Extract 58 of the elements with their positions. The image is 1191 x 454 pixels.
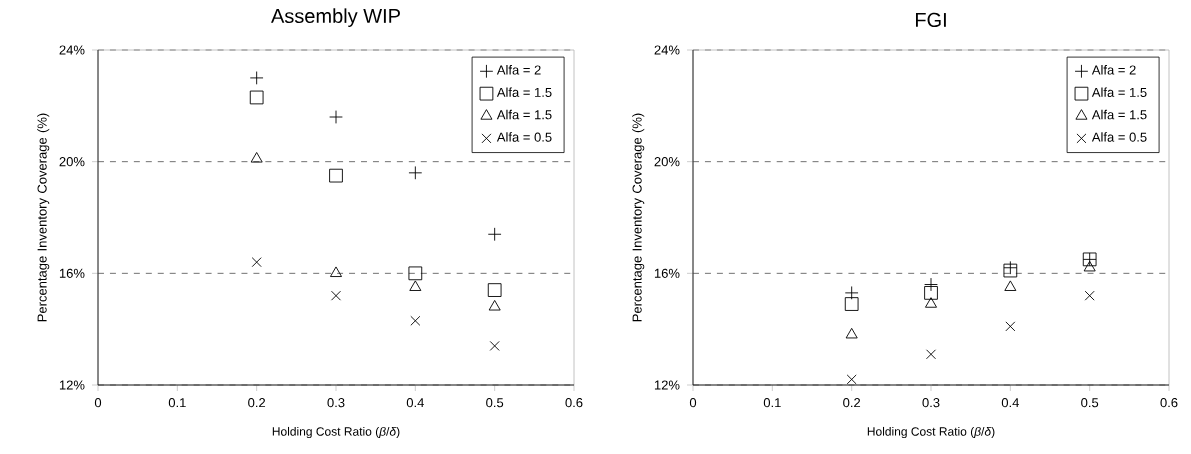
y-axis-title: Percentage Inventory Coverage (%) xyxy=(37,113,50,322)
x-tick-label: 0.4 xyxy=(1001,398,1019,408)
point xyxy=(846,374,857,385)
point xyxy=(410,315,421,326)
y-tick-label: 20% xyxy=(654,157,680,167)
point xyxy=(1083,260,1096,272)
x-axis-title: Holding Cost Ratio (β/δ) xyxy=(272,426,400,439)
point xyxy=(926,349,936,360)
chart-title: FGI xyxy=(916,12,946,27)
x-tick-label: 0.6 xyxy=(565,398,583,408)
y-tick-label: 16% xyxy=(59,268,85,278)
legend-label: Alfa = 2 xyxy=(496,65,541,75)
x-tick-label: 0.4 xyxy=(406,398,424,408)
point xyxy=(251,257,262,268)
point xyxy=(845,327,858,339)
chart-title: Assembly WIP xyxy=(271,8,400,28)
x-tick-label: 0.2 xyxy=(248,398,266,408)
x-tick-label: 0.6 xyxy=(1160,398,1178,408)
point xyxy=(249,90,264,105)
point xyxy=(329,168,343,183)
legend-label: Alfa = 1.5 xyxy=(1091,109,1147,120)
point xyxy=(409,280,422,291)
legend-label: Alfa = 1.5 xyxy=(496,109,552,120)
point xyxy=(925,297,937,308)
x-axis-title: Holding Cost Ratio (β/δ) xyxy=(867,426,995,439)
point xyxy=(1005,321,1016,332)
point xyxy=(331,290,341,301)
x-tick-label: 0.1 xyxy=(168,398,186,408)
point xyxy=(1084,290,1095,301)
point xyxy=(488,299,501,311)
point xyxy=(924,286,938,300)
y-tick-label: 12% xyxy=(59,380,85,390)
y-tick-label: 24% xyxy=(654,45,680,55)
x-tick-label: 0.5 xyxy=(1081,398,1099,408)
point xyxy=(250,152,263,163)
y-tick-label: 16% xyxy=(654,268,680,278)
x-tick-label: 0.1 xyxy=(763,398,781,408)
x-tick-label: 0.3 xyxy=(922,398,940,408)
point xyxy=(330,266,342,277)
legend-label: Alfa = 0.5 xyxy=(1091,132,1147,142)
legend-label: Alfa = 2 xyxy=(1091,65,1136,75)
point xyxy=(408,266,423,281)
point xyxy=(489,340,500,351)
y-tick-label: 12% xyxy=(654,380,680,390)
x-tick-label: 0 xyxy=(94,398,102,408)
point xyxy=(487,283,502,297)
legend-label: Alfa = 1.5 xyxy=(1091,87,1147,97)
x-tick-label: 0 xyxy=(689,398,697,408)
legend-label: Alfa = 0.5 xyxy=(496,132,552,142)
x-tick-label: 0.5 xyxy=(486,398,504,408)
point xyxy=(1004,280,1017,291)
y-axis-title: Percentage Inventory Coverage (%) xyxy=(632,113,645,322)
x-tick-label: 0.2 xyxy=(843,398,861,408)
point xyxy=(844,297,859,311)
legend-label: Alfa = 1.5 xyxy=(496,87,552,97)
y-tick-label: 24% xyxy=(59,45,85,55)
x-tick-label: 0.3 xyxy=(327,398,345,408)
y-tick-label: 20% xyxy=(59,157,85,167)
